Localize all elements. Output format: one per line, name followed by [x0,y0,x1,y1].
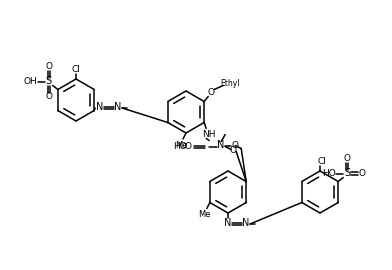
Text: Me: Me [199,210,211,219]
Text: O: O [344,154,351,163]
Text: N: N [96,102,104,112]
Text: N: N [218,140,225,150]
Text: O: O [208,88,215,97]
Text: O: O [45,92,52,101]
Text: Ethyl: Ethyl [220,79,240,88]
Text: HO: HO [322,169,336,178]
Text: O: O [45,62,52,71]
Text: Me: Me [175,140,187,150]
Text: HO: HO [173,142,187,151]
Text: O: O [185,142,192,151]
Text: S: S [344,168,350,178]
Text: O: O [230,146,237,155]
Text: N: N [242,218,250,228]
Text: Cl: Cl [318,157,327,167]
Text: N: N [114,102,122,112]
Text: NH: NH [202,130,216,139]
Text: O: O [359,169,366,178]
Text: O: O [232,141,239,150]
Text: Cl: Cl [72,66,80,75]
Text: N: N [224,218,232,228]
Text: OH: OH [24,77,38,86]
Text: S: S [46,76,52,86]
